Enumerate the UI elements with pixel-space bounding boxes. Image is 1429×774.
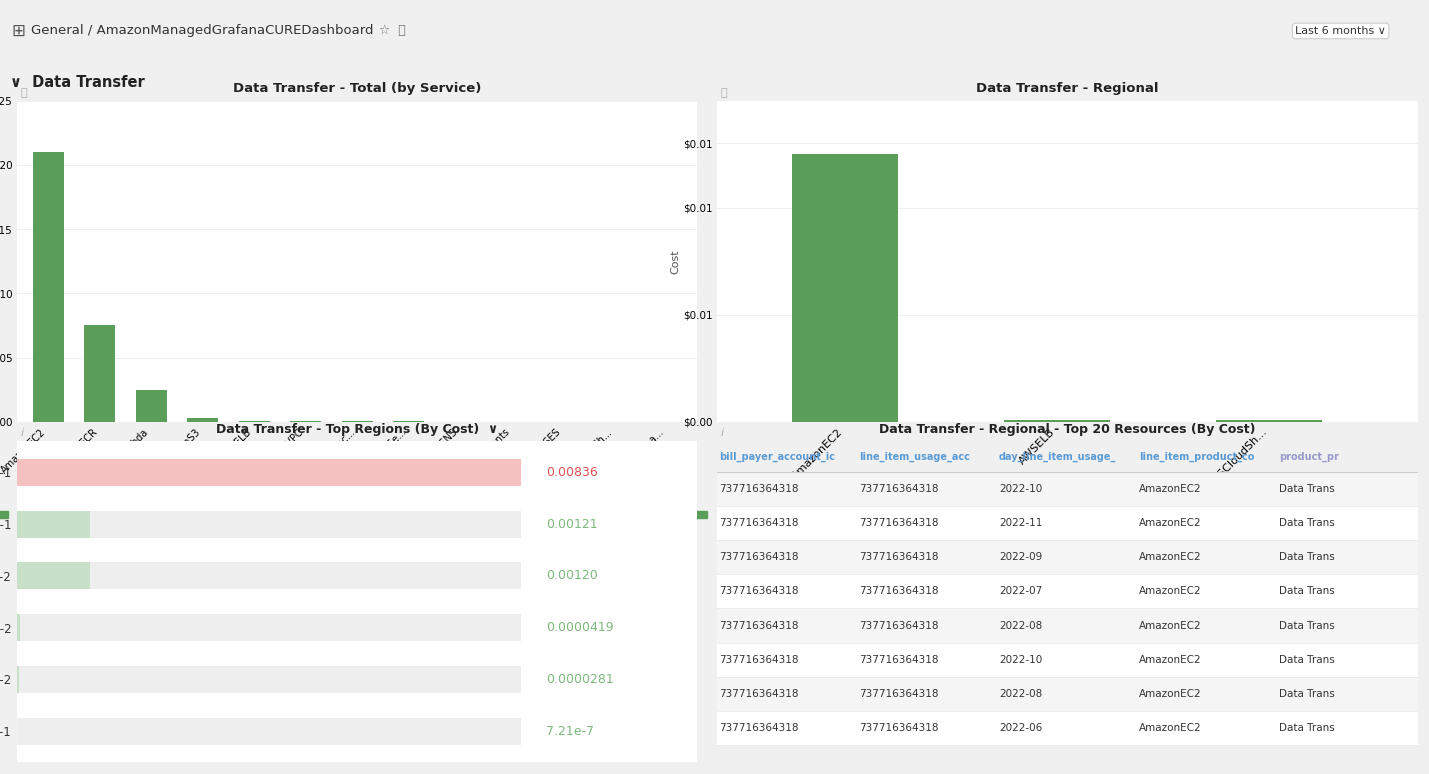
Bar [17, 666, 19, 693]
Bar [17, 615, 522, 641]
Bar [17, 717, 522, 745]
Text: Data Trans: Data Trans [1279, 621, 1335, 631]
Text: AmazonEC2: AmazonEC2 [1139, 587, 1202, 597]
Bar [717, 471, 1418, 506]
Legend: Data Transfer: Data Transfer [0, 506, 91, 525]
Text: 2022-10: 2022-10 [999, 655, 1042, 665]
Text: 737716364318: 737716364318 [719, 723, 799, 733]
Bar [290, 421, 322, 422]
Text: 737716364318: 737716364318 [859, 723, 939, 733]
Text: General / AmazonManagedGrafanaCUREDashboard: General / AmazonManagedGrafanaCUREDashbo… [31, 25, 374, 37]
Text: 737716364318: 737716364318 [859, 552, 939, 562]
Bar [717, 506, 1418, 540]
Text: line_item_usage_acc: line_item_usage_acc [859, 451, 970, 461]
Text: Data Trans: Data Trans [1279, 552, 1335, 562]
Title: Data Transfer - Total (by Service): Data Transfer - Total (by Service) [233, 82, 482, 95]
Bar [17, 459, 522, 486]
Text: 2022-10: 2022-10 [999, 484, 1042, 494]
Bar [717, 642, 1418, 677]
Text: ⊞: ⊞ [11, 22, 26, 40]
Title: Data Transfer - Top Regions (By Cost)  ∨: Data Transfer - Top Regions (By Cost) ∨ [216, 423, 499, 436]
Bar [17, 511, 90, 537]
Bar [136, 390, 167, 422]
Text: AmazonEC2: AmazonEC2 [1139, 484, 1202, 494]
Text: i: i [720, 428, 725, 438]
Text: 0.00836: 0.00836 [546, 466, 597, 479]
Text: 2022-11: 2022-11 [999, 518, 1042, 528]
Bar [17, 459, 522, 486]
Text: 737716364318: 737716364318 [859, 689, 939, 699]
Bar [17, 563, 90, 589]
Text: ⎋: ⎋ [720, 87, 727, 98]
Text: 737716364318: 737716364318 [719, 552, 799, 562]
Text: AmazonEC2: AmazonEC2 [1139, 518, 1202, 528]
Bar [17, 563, 522, 589]
Text: ∨  Data Transfer: ∨ Data Transfer [10, 74, 144, 90]
Text: 2022-08: 2022-08 [999, 689, 1042, 699]
Text: bill_payer_account_ic: bill_payer_account_ic [719, 451, 835, 461]
Text: 737716364318: 737716364318 [719, 621, 799, 631]
Title: Data Transfer - Regional - Top 20 Resources (By Cost): Data Transfer - Regional - Top 20 Resour… [879, 423, 1256, 436]
Text: AmazonEC2: AmazonEC2 [1139, 655, 1202, 665]
Text: Data Trans: Data Trans [1279, 484, 1335, 494]
Text: 737716364318: 737716364318 [719, 518, 799, 528]
Bar [717, 608, 1418, 642]
Text: 2022-06: 2022-06 [999, 723, 1042, 733]
Text: Data Trans: Data Trans [1279, 587, 1335, 597]
Text: 737716364318: 737716364318 [719, 689, 799, 699]
Text: 737716364318: 737716364318 [859, 484, 939, 494]
Bar [187, 418, 219, 422]
Bar [792, 154, 897, 422]
Text: product_pr: product_pr [1279, 451, 1339, 461]
Bar [239, 420, 270, 422]
Bar [717, 677, 1418, 711]
Text: Data Trans: Data Trans [1279, 655, 1335, 665]
Bar [17, 615, 20, 641]
Bar [1216, 420, 1322, 422]
Text: 0.0000281: 0.0000281 [546, 673, 614, 686]
Bar [1003, 420, 1110, 422]
Text: 737716364318: 737716364318 [719, 484, 799, 494]
Y-axis label: Cost: Cost [670, 249, 680, 273]
Text: 737716364318: 737716364318 [859, 621, 939, 631]
Text: 0.0000419: 0.0000419 [546, 622, 614, 634]
Text: day_line_item_usage_: day_line_item_usage_ [999, 451, 1116, 461]
Text: Data Trans: Data Trans [1279, 723, 1335, 733]
Bar [17, 666, 522, 693]
Text: AmazonEC2: AmazonEC2 [1139, 552, 1202, 562]
Text: ☆  ⎘: ☆ ⎘ [379, 25, 406, 37]
Text: 2022-07: 2022-07 [999, 587, 1042, 597]
Text: 737716364318: 737716364318 [859, 587, 939, 597]
Legend: Data Transfer: Data Transfer [682, 506, 790, 525]
Text: Data Trans: Data Trans [1279, 518, 1335, 528]
Bar [717, 711, 1418, 745]
Bar [717, 574, 1418, 608]
Bar [33, 152, 63, 422]
Text: i: i [20, 428, 24, 438]
Text: Last 6 months ∨: Last 6 months ∨ [1295, 26, 1386, 36]
Text: AmazonEC2: AmazonEC2 [1139, 621, 1202, 631]
Text: 737716364318: 737716364318 [859, 655, 939, 665]
Text: line_item_product_co: line_item_product_co [1139, 451, 1255, 461]
Text: 737716364318: 737716364318 [859, 518, 939, 528]
Text: 2022-08: 2022-08 [999, 621, 1042, 631]
Bar [84, 325, 116, 422]
Bar [17, 511, 522, 537]
Text: 737716364318: 737716364318 [719, 587, 799, 597]
Text: 7.21e-7: 7.21e-7 [546, 724, 594, 738]
Text: 2022-09: 2022-09 [999, 552, 1042, 562]
Text: 0.00121: 0.00121 [546, 518, 597, 530]
Text: AmazonEC2: AmazonEC2 [1139, 689, 1202, 699]
Text: ⎋: ⎋ [20, 87, 27, 98]
Text: 737716364318: 737716364318 [719, 655, 799, 665]
Text: AmazonEC2: AmazonEC2 [1139, 723, 1202, 733]
Text: 0.00120: 0.00120 [546, 570, 597, 582]
Title: Data Transfer - Regional: Data Transfer - Regional [976, 82, 1159, 95]
Text: Data Trans: Data Trans [1279, 689, 1335, 699]
Bar [717, 540, 1418, 574]
